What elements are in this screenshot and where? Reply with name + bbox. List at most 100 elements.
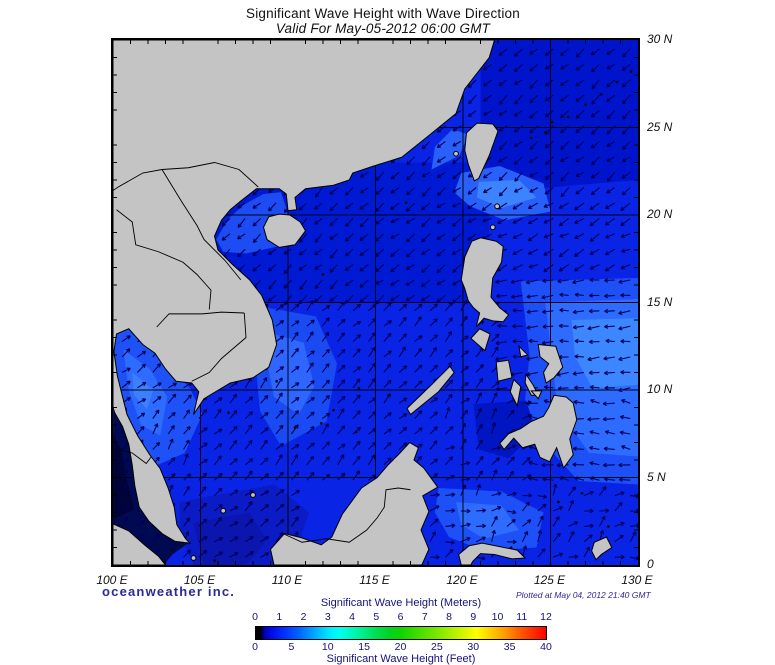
legend-tick: 0 — [252, 641, 258, 653]
island-dot — [250, 492, 256, 498]
landmass — [518, 344, 529, 358]
island-speck — [629, 70, 633, 73]
x-axis-label: 130 E — [621, 573, 653, 587]
landmass — [262, 213, 307, 248]
sea-shade — [456, 502, 519, 539]
legend-tick: 10 — [491, 611, 504, 623]
country-border — [118, 449, 152, 465]
island-speck — [357, 386, 361, 390]
sea-shade — [477, 180, 537, 208]
legend-tick: 12 — [540, 611, 552, 623]
island-speck — [584, 103, 587, 107]
island-speck — [293, 426, 297, 430]
map-canvas — [112, 39, 641, 566]
colorbar — [255, 626, 547, 640]
country-border — [282, 487, 411, 543]
x-axis-label: 120 E — [446, 573, 478, 587]
country-border — [156, 311, 245, 328]
legend-tick: 35 — [503, 641, 516, 653]
island-dot — [453, 150, 459, 157]
legend-tick: 4 — [349, 611, 355, 623]
y-axis-label: 20 N — [647, 207, 673, 221]
frame-ticks — [113, 40, 638, 565]
landmass — [470, 328, 491, 352]
legend-tick: 10 — [321, 641, 334, 653]
island-speck — [615, 80, 619, 84]
island-dot — [190, 555, 197, 561]
landmass — [591, 536, 613, 561]
legend-tick: 8 — [446, 611, 452, 623]
legend-tick: 0 — [252, 611, 258, 623]
legend-title-feet: Significant Wave Height (Feet) — [326, 653, 476, 665]
country-border — [161, 169, 242, 281]
country-border — [116, 209, 212, 310]
chart-title: Significant Wave Height with Wave Direct… — [246, 6, 520, 21]
island-speck — [606, 525, 610, 528]
landmass — [460, 237, 510, 328]
landmass — [509, 378, 522, 408]
valid-time-subtitle: Valid For May-05-2012 06:00 GMT — [275, 21, 491, 36]
oceanweather-logo: oceanweather inc. — [102, 584, 236, 599]
y-axis-label: 5 N — [647, 469, 666, 484]
island-speck — [388, 393, 391, 397]
island-speck — [275, 379, 279, 383]
landmass — [269, 441, 439, 566]
x-axis-label: 125 E — [533, 573, 566, 587]
island-speck — [566, 115, 570, 119]
sea-shade — [113, 411, 189, 565]
island-speck — [580, 491, 584, 495]
legend-tick: 40 — [540, 641, 552, 653]
x-axis-label: 100 E — [96, 573, 128, 587]
country-border — [112, 162, 259, 191]
island-speck — [169, 547, 173, 551]
landmass — [499, 394, 578, 469]
island-dot — [489, 224, 496, 231]
island-speck — [321, 273, 325, 276]
y-axis-label: 25 N — [647, 119, 673, 134]
island-speck — [543, 131, 547, 135]
legend-tick: 5 — [373, 611, 380, 623]
sea-shade — [480, 40, 638, 189]
y-axis-label: 10 N — [647, 382, 673, 396]
island-speck — [354, 430, 358, 434]
sea-shade — [571, 318, 638, 389]
island-speck — [227, 411, 230, 415]
island-speck — [319, 421, 323, 425]
sea-shade — [132, 372, 154, 410]
legend-tick: 7 — [421, 611, 428, 623]
x-axis-label: 105 E — [183, 573, 216, 587]
landmass — [458, 542, 527, 566]
island-speck — [213, 559, 216, 563]
sea-shade — [193, 512, 267, 565]
island-dot — [494, 203, 501, 210]
country-border — [191, 312, 247, 382]
plotted-timestamp: Plotted at May 04, 2012 21:40 GMT — [516, 590, 651, 600]
legend-tick: 5 — [288, 641, 295, 653]
island-speck — [332, 408, 335, 412]
legend-tick: 11 — [516, 611, 528, 623]
map-plot-area — [111, 38, 641, 567]
y-axis-label: 30 N — [647, 32, 673, 46]
y-axis-label: 15 N — [647, 294, 673, 309]
island-dot — [220, 507, 227, 514]
x-axis-label: 115 E — [359, 573, 390, 587]
island-speck — [550, 120, 554, 124]
legend-tick: 15 — [358, 641, 370, 653]
legend-tick: 20 — [394, 641, 407, 653]
legend-tick: 1 — [276, 611, 283, 623]
landmass — [530, 390, 543, 400]
island-speck — [155, 542, 159, 546]
legend-tick: 3 — [324, 611, 331, 623]
y-axis-label: 0 — [647, 557, 654, 571]
landmass — [112, 39, 496, 544]
legend-tick: 2 — [300, 611, 307, 623]
landmass — [464, 122, 499, 182]
landmass — [406, 365, 455, 416]
legend-tick: 9 — [470, 611, 477, 623]
legend-tick: 30 — [467, 641, 480, 653]
legend-tick: 6 — [397, 611, 404, 623]
island-speck — [556, 500, 560, 504]
landmass — [495, 359, 513, 382]
island-speck — [529, 136, 533, 140]
